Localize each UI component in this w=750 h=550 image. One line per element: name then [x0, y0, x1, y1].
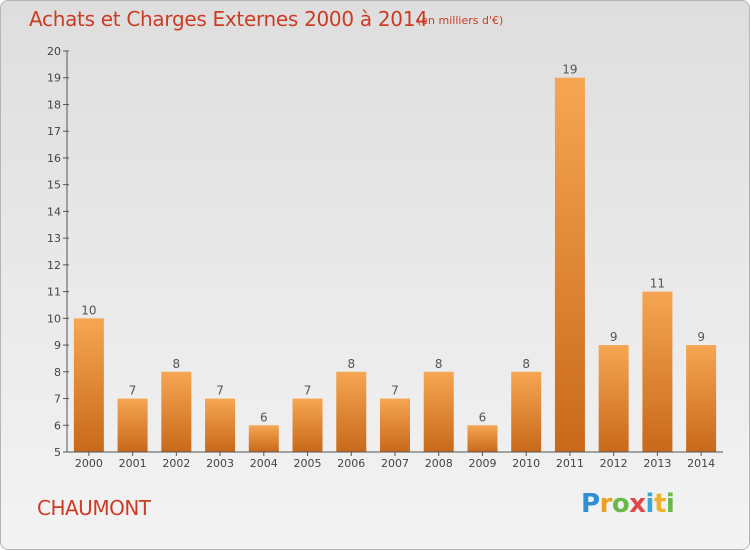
- y-tick-label: 13: [47, 232, 61, 245]
- x-tick-label: 2014: [687, 457, 715, 470]
- y-tick-label: 16: [47, 152, 61, 165]
- bar-value-label: 8: [347, 357, 355, 371]
- y-tick-label: 8: [54, 366, 61, 379]
- logo-letter: t: [653, 489, 666, 519]
- x-tick-label: 2008: [425, 457, 453, 470]
- y-tick-label: 20: [47, 45, 61, 58]
- bar-2014: [686, 345, 717, 452]
- bar-2003: [205, 398, 236, 452]
- x-tick-label: 2012: [600, 457, 628, 470]
- bar-value-label: 6: [260, 410, 268, 424]
- x-tick-label: 2011: [556, 457, 584, 470]
- y-tick-label: 18: [47, 98, 61, 111]
- bar-2004: [248, 425, 279, 452]
- y-tick-label: 19: [47, 72, 61, 85]
- y-tick-label: 9: [54, 339, 61, 352]
- bar-value-label: 8: [522, 357, 530, 371]
- bar-2007: [380, 398, 410, 452]
- bar-2000: [73, 318, 104, 452]
- logo-letter: x: [629, 489, 646, 519]
- y-tick-label: 11: [47, 286, 61, 299]
- x-tick-label: 2013: [643, 457, 671, 470]
- x-tick-label: 2005: [294, 457, 322, 470]
- bar-2001: [117, 398, 148, 452]
- x-tick-label: 2007: [381, 457, 409, 470]
- y-tick-label: 15: [47, 179, 61, 192]
- bar-value-label: 9: [697, 330, 705, 344]
- x-tick-label: 2010: [512, 457, 540, 470]
- y-tick-label: 5: [54, 446, 61, 459]
- y-tick-label: 6: [54, 419, 61, 432]
- y-tick-label: 14: [47, 205, 61, 218]
- y-tick-label: 17: [47, 125, 61, 138]
- logo-letter: i: [645, 489, 655, 519]
- y-tick-label: 10: [47, 312, 61, 325]
- chart-title: Achats et Charges Externes 2000 à 2014: [29, 7, 428, 31]
- bar-value-label: 19: [562, 63, 577, 77]
- logo-letter: r: [599, 489, 613, 519]
- proxiti-logo[interactable]: Proxiti: [581, 489, 675, 519]
- x-tick-label: 2000: [75, 457, 103, 470]
- bar-2013: [642, 291, 673, 452]
- bar-2006: [336, 371, 367, 452]
- y-tick-label: 12: [47, 259, 61, 272]
- x-tick-label: 2009: [468, 457, 496, 470]
- x-tick-label: 2002: [162, 457, 190, 470]
- bar-value-label: 6: [479, 410, 487, 424]
- bar-value-label: 8: [435, 357, 443, 371]
- bar-2009: [467, 425, 498, 452]
- bar-value-label: 10: [81, 303, 96, 317]
- bar-value-label: 8: [173, 357, 181, 371]
- y-axis: 5 6 7 8 9 10 11 12 13 14 15 16 17 18 19 20: [47, 45, 69, 459]
- chart-unit-label: (en milliers d'€): [417, 14, 504, 27]
- bar-value-label: 7: [129, 384, 137, 398]
- x-axis: 2000 2001 2002 2003 2004 2005 2006 2007 2008 2009…: [67, 451, 723, 470]
- logo-letter: o: [611, 489, 630, 519]
- bar-2005: [292, 398, 323, 452]
- bars-group: 10 7 8 7 6 7 8 7 8 6 8 19 9 11 9: [73, 63, 717, 452]
- bar-2011: [554, 77, 585, 452]
- bar-value-label: 7: [216, 384, 224, 398]
- bar-2010: [511, 371, 542, 452]
- bar-value-label: 7: [304, 384, 312, 398]
- y-tick-label: 7: [54, 393, 61, 406]
- bar-2012: [598, 345, 629, 452]
- bar-2008: [423, 371, 454, 452]
- x-tick-label: 2006: [337, 457, 365, 470]
- bar-2002: [161, 371, 192, 452]
- bar-value-label: 7: [391, 384, 399, 398]
- x-tick-label: 2001: [119, 457, 147, 470]
- x-tick-label: 2004: [250, 457, 278, 470]
- town-name: CHAUMONT: [37, 496, 151, 520]
- logo-letter: P: [581, 489, 600, 519]
- bar-value-label: 9: [610, 330, 618, 344]
- logo-letter: i: [665, 489, 675, 519]
- x-tick-label: 2003: [206, 457, 234, 470]
- bar-value-label: 11: [650, 277, 665, 291]
